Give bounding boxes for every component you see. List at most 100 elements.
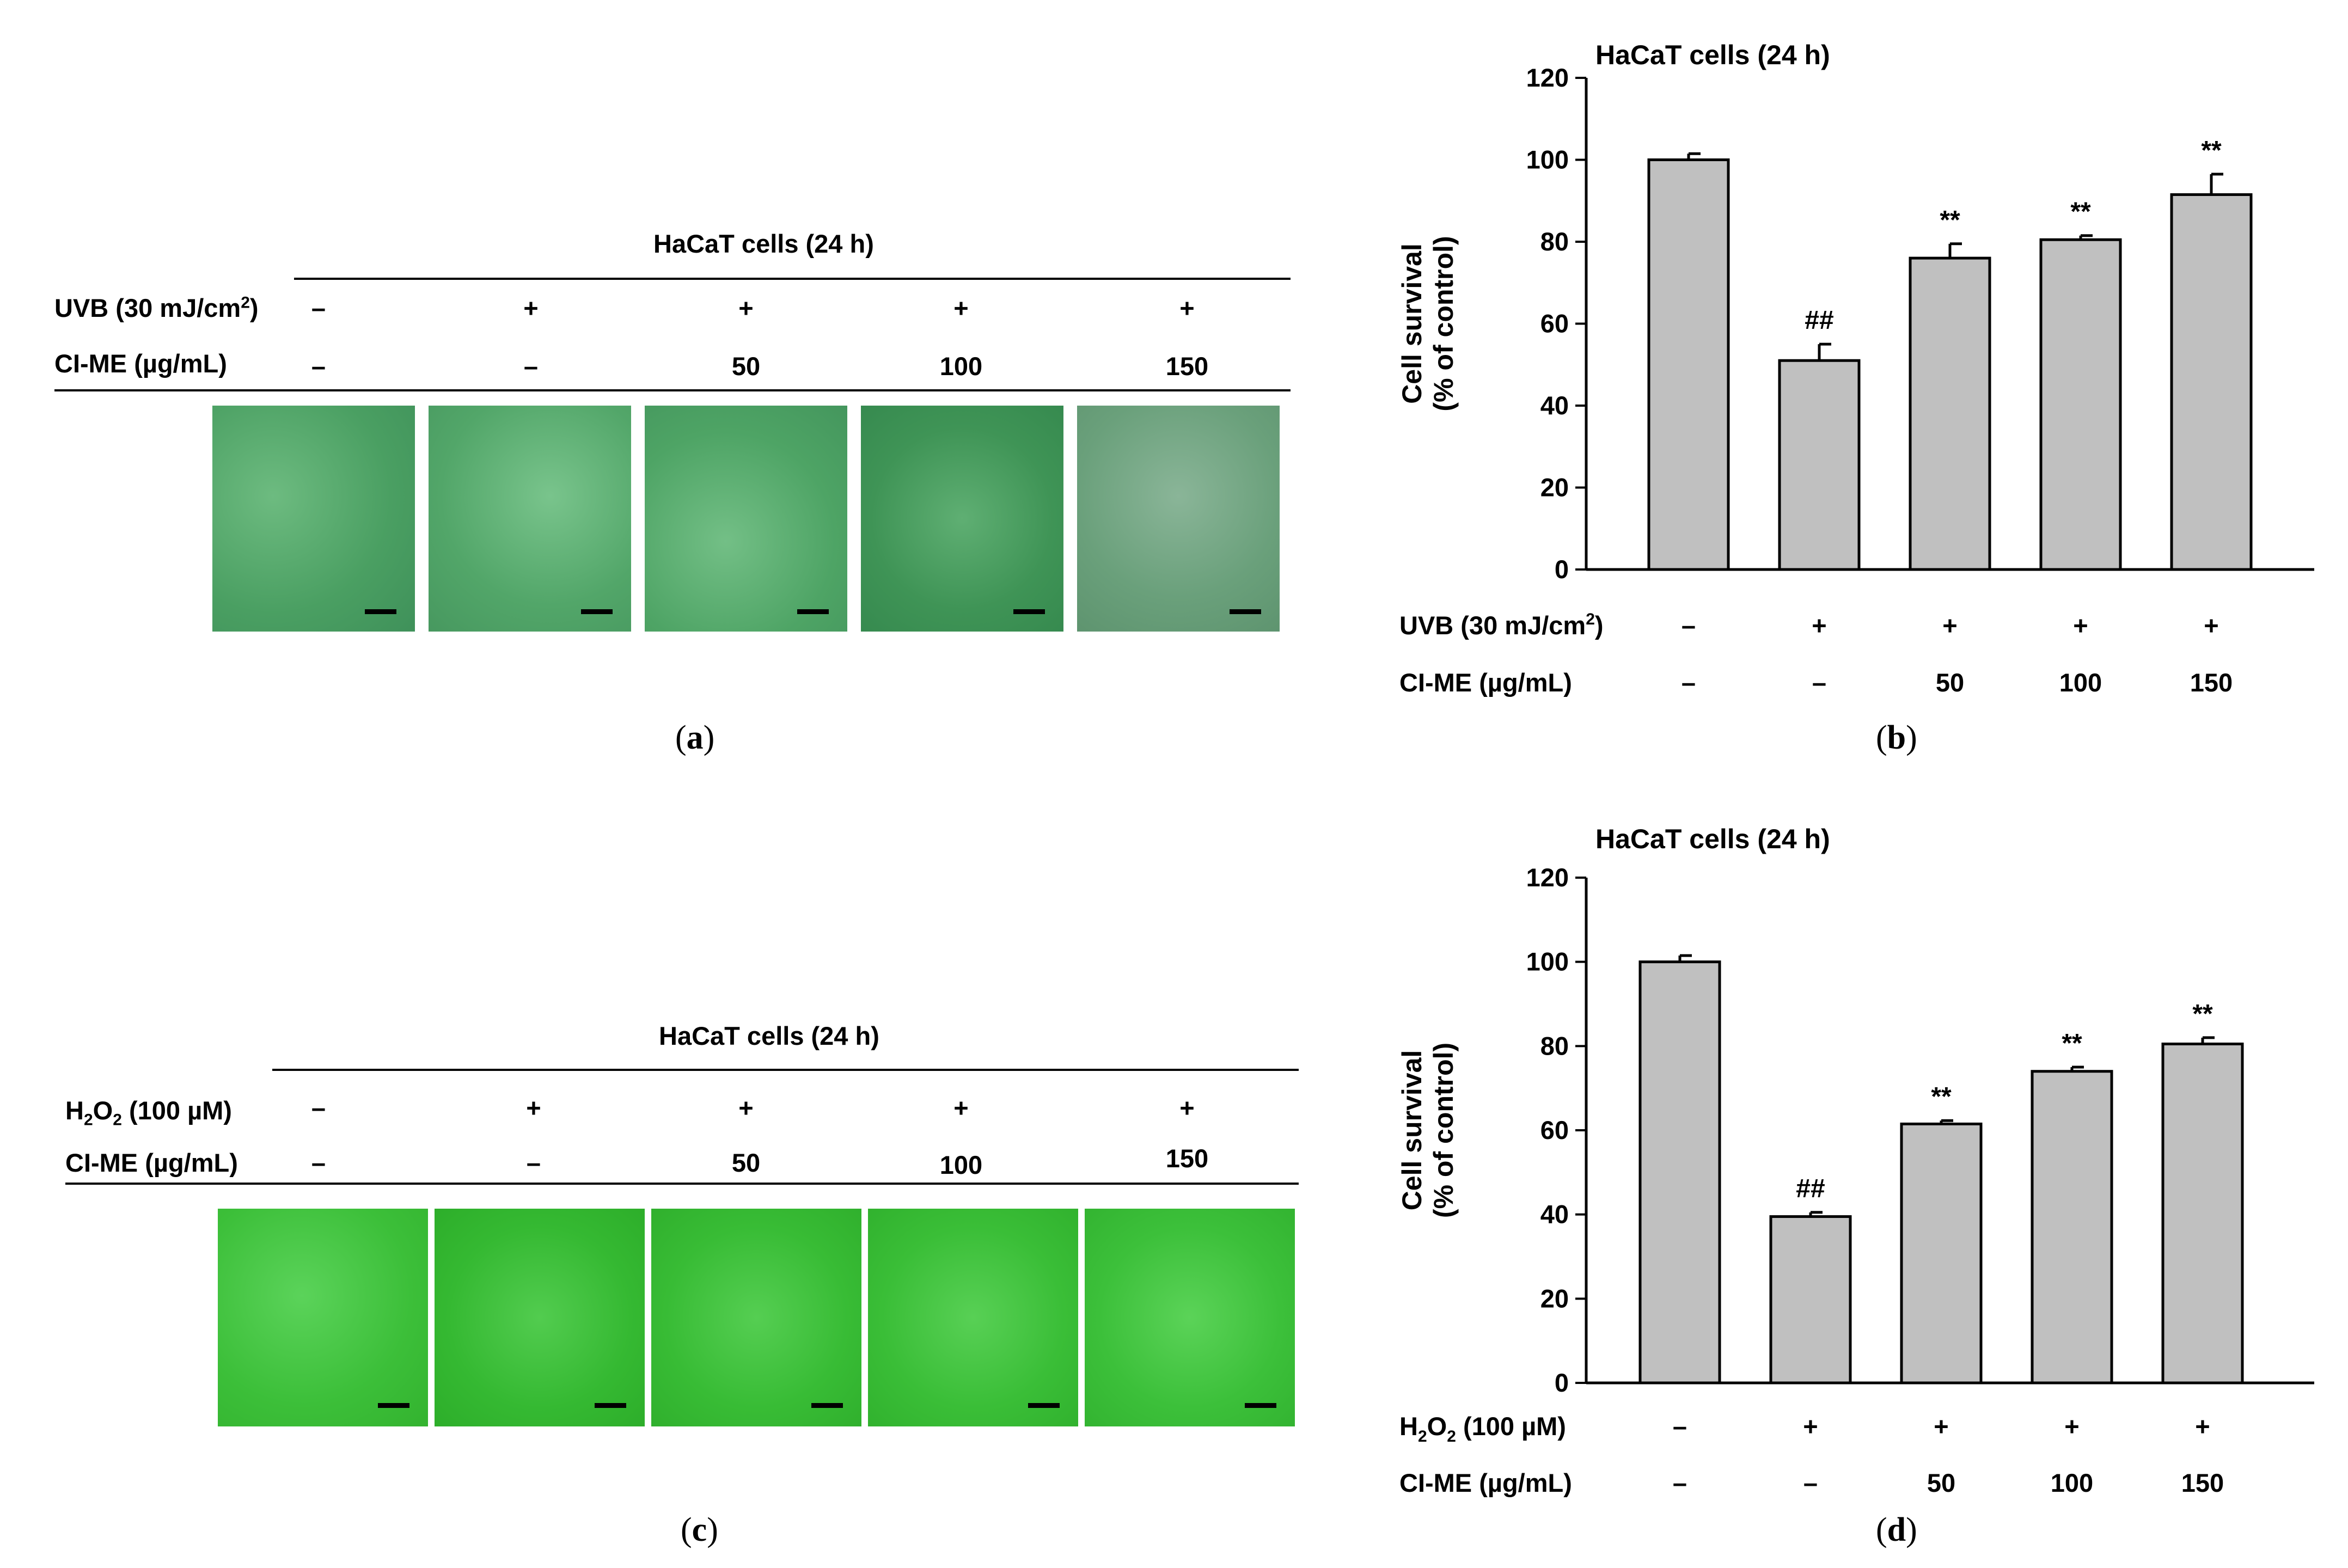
scale-bar xyxy=(797,609,829,614)
significance-label: ** xyxy=(2070,198,2091,226)
y-axis-label-line2: (% of control) xyxy=(1428,236,1459,411)
row1-label-sub: 2 xyxy=(1418,1428,1427,1445)
scale-bar xyxy=(811,1403,843,1408)
significance-label: ** xyxy=(2192,1000,2213,1028)
treatment-row1-label: H2O2 (100 µM) xyxy=(1399,1412,1566,1445)
bar xyxy=(1909,256,1991,571)
scale-bar xyxy=(581,609,613,614)
row1-label-sup: 2 xyxy=(1586,610,1595,628)
row1-label-end: ) xyxy=(1595,611,1604,640)
panel-a-uvb-value: + xyxy=(738,293,754,322)
panel-c-top-rule xyxy=(272,1069,1299,1071)
significance-label: ** xyxy=(2201,136,2222,165)
treatment-row1-value: + xyxy=(1812,611,1826,640)
panel-a-uvb-label: UVB (30 mJ/cm2) xyxy=(54,293,259,322)
panel-a-clme-value: 150 xyxy=(1165,352,1209,381)
y-tick-label: 120 xyxy=(1526,63,1569,92)
panel-c-clme-value: 100 xyxy=(939,1150,983,1179)
panel-c-h2o2-value: + xyxy=(953,1093,969,1122)
row1-label-text: UVB (30 mJ/cm xyxy=(1399,611,1586,640)
micrograph-c-control xyxy=(218,1209,428,1426)
row1-label-text: O xyxy=(1427,1412,1447,1441)
micrograph-c-50 xyxy=(651,1209,861,1426)
y-axis-label: Cell survival(% of control) xyxy=(1397,236,1459,411)
panel-c-clme-value: – xyxy=(526,1148,541,1177)
bar xyxy=(1638,960,1721,1385)
panel-c-h2o2-value: – xyxy=(311,1093,326,1122)
row1-label-sub: 2 xyxy=(1447,1428,1456,1445)
y-axis-label-line2: (% of control) xyxy=(1428,1043,1459,1218)
y-tick-label: 20 xyxy=(1540,1284,1569,1313)
micrograph-c-h2o2 xyxy=(435,1209,645,1426)
y-tick-label: 80 xyxy=(1540,227,1569,256)
caption-b: (b) xyxy=(1876,719,1917,756)
bar xyxy=(1900,1122,1983,1385)
treatment-row1-value: + xyxy=(1942,611,1957,640)
row1-label-text: H xyxy=(1399,1412,1418,1441)
micrograph-a-50 xyxy=(645,406,847,632)
significance-label: ** xyxy=(2062,1029,2082,1058)
caption-d: (d) xyxy=(1876,1511,1917,1548)
treatment-row1-value: – xyxy=(1673,1412,1687,1441)
treatment-row1-value: + xyxy=(2064,1412,2079,1441)
treatment-row2-value: 150 xyxy=(2190,668,2233,697)
treatment-row2-value: – xyxy=(1803,1468,1818,1497)
y-tick-label: 40 xyxy=(1540,1200,1569,1229)
significance-label: ** xyxy=(1940,206,1960,235)
y-tick-label: 80 xyxy=(1540,1031,1569,1060)
panel-a-bottom-rule xyxy=(54,389,1291,391)
bar xyxy=(2039,238,2122,571)
y-tick-label: 20 xyxy=(1540,473,1569,502)
panel-a-uvb-value: + xyxy=(1179,293,1195,322)
treatment-row2-label: CI-ME (µg/mL) xyxy=(1399,668,1572,697)
y-tick-label: 120 xyxy=(1526,863,1569,892)
scale-bar xyxy=(365,609,396,614)
micrograph-c-150 xyxy=(1085,1209,1295,1426)
y-tick-label: 0 xyxy=(1555,1368,1569,1397)
y-axis-label: Cell survival(% of control) xyxy=(1397,1043,1459,1218)
bar xyxy=(2161,1042,2244,1385)
caption-a: (a) xyxy=(675,719,715,756)
panel-c-h2o2-value: + xyxy=(1179,1093,1195,1122)
treatment-row1-value: + xyxy=(1803,1412,1818,1441)
panel-a-uvb-value: – xyxy=(311,293,326,322)
treatment-row1-value: + xyxy=(2204,611,2218,640)
significance-label: ** xyxy=(1931,1082,1952,1111)
significance-label: ## xyxy=(1796,1174,1825,1203)
y-axis-label-line1: Cell survival xyxy=(1397,1050,1427,1211)
panel-a-title: HaCaT cells (24 h) xyxy=(653,229,874,258)
significance-label: ## xyxy=(1805,306,1833,335)
treatment-row2-value: – xyxy=(1681,668,1696,697)
treatment-row1-value: + xyxy=(1934,1412,1948,1441)
bar xyxy=(1778,359,1861,571)
micrograph-a-uvb xyxy=(429,406,631,632)
micrograph-a-control xyxy=(212,406,415,632)
panel-a-clme-value: 100 xyxy=(939,352,983,381)
y-tick-label: 0 xyxy=(1555,555,1569,584)
bar xyxy=(2031,1070,2113,1385)
caption-c: (c) xyxy=(681,1511,718,1548)
panel-a-clme-value: 50 xyxy=(731,352,761,381)
panel-a-clme-label: CI-ME (µg/mL) xyxy=(54,349,227,378)
y-tick-label: 100 xyxy=(1526,145,1569,174)
panel-a-uvb-value: + xyxy=(523,293,539,322)
panel-c-title: HaCaT cells (24 h) xyxy=(659,1021,879,1050)
row1-label-end: (100 µM) xyxy=(1456,1412,1566,1441)
micrograph-a-100 xyxy=(861,406,1063,632)
treatment-row2-label: CI-ME (µg/mL) xyxy=(1399,1468,1572,1497)
panel-c-h2o2-value: + xyxy=(738,1093,754,1122)
y-tick-label: 60 xyxy=(1540,309,1569,338)
treatment-row1-label: UVB (30 mJ/cm2) xyxy=(1399,610,1604,640)
treatment-row2-value: 50 xyxy=(1936,668,1964,697)
scale-bar xyxy=(595,1403,626,1408)
panel-c-h2o2-value: + xyxy=(526,1093,541,1122)
y-tick-label: 40 xyxy=(1540,391,1569,420)
treatment-row2-value: 150 xyxy=(2181,1468,2224,1497)
panel-a-uvb-value: + xyxy=(953,293,969,322)
panel-a-clme-value: – xyxy=(523,352,539,381)
chart-title: HaCaT cells (24 h) xyxy=(1595,40,1830,70)
micrograph-a-150 xyxy=(1077,406,1280,632)
treatment-row2-value: 100 xyxy=(2051,1468,2093,1497)
panel-c-clme-value: – xyxy=(311,1148,326,1177)
